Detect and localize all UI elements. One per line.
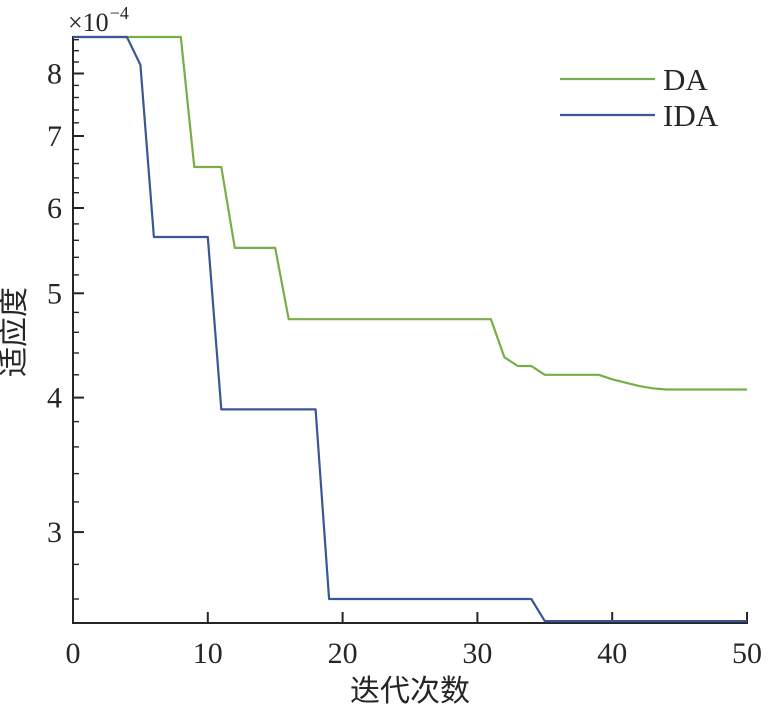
- y-tick-label-3: 3: [47, 516, 62, 549]
- y-axis-offset-label: ×10−4: [68, 3, 129, 37]
- y-tick-label-8: 8: [47, 58, 62, 91]
- legend-ida-label: IDA: [663, 98, 719, 133]
- series-line-da: [73, 35, 747, 391]
- x-tick-label-40: 40: [597, 637, 627, 670]
- y-tick-label-7: 7: [47, 120, 62, 153]
- y-tick-label-5: 5: [47, 277, 62, 310]
- x-tick-label-0: 0: [66, 637, 81, 670]
- x-tick-label-10: 10: [193, 637, 223, 670]
- x-tick-label-20: 20: [328, 637, 358, 670]
- x-tick-label-30: 30: [462, 637, 492, 670]
- x-tick-label-50: 50: [732, 637, 762, 670]
- y-major-ticks: [73, 72, 84, 534]
- legend-da-label: DA: [663, 62, 708, 97]
- y-tick-labels: 3 4 5 6 7 8: [47, 58, 62, 550]
- legend: DA IDA: [560, 62, 719, 133]
- y-axis-title: 适应度: [0, 287, 31, 377]
- x-tick-labels: 0 10 20 30 40 50: [66, 637, 763, 670]
- x-axis-title: 迭代次数: [350, 675, 470, 708]
- y-tick-label-4: 4: [47, 382, 62, 415]
- y-tick-label-6: 6: [47, 192, 62, 225]
- series-line-ida: [73, 35, 747, 623]
